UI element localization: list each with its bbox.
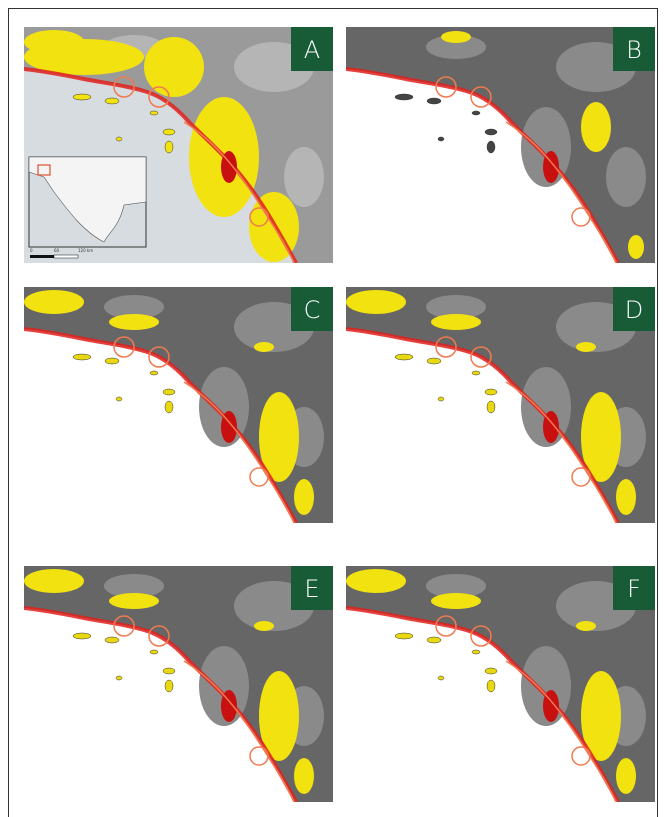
suitable-area	[581, 102, 611, 152]
suitable-area	[254, 621, 274, 631]
panel-label: C	[304, 296, 321, 324]
island	[165, 401, 173, 413]
map-panel: 060120 kmA	[24, 27, 333, 263]
island	[438, 137, 444, 141]
suitable-area	[24, 569, 84, 593]
island	[487, 401, 495, 413]
scale-bar	[30, 255, 54, 258]
suitable-area	[576, 342, 596, 352]
suitable-area	[346, 290, 406, 314]
island	[395, 94, 413, 100]
island	[73, 94, 91, 100]
scale-label: 60	[54, 248, 60, 253]
island	[427, 98, 441, 104]
island	[150, 371, 158, 375]
suitable-area	[294, 479, 314, 515]
suitable-area	[24, 290, 84, 314]
suitable-area	[254, 342, 274, 352]
suitable-area	[294, 758, 314, 794]
island	[165, 141, 173, 153]
island	[438, 397, 444, 401]
panel-label: B	[626, 36, 642, 64]
island	[163, 389, 175, 395]
island	[438, 676, 444, 680]
island	[395, 354, 413, 360]
island	[163, 129, 175, 135]
suitable-area	[616, 758, 636, 794]
island	[165, 680, 173, 692]
island	[487, 141, 495, 153]
suitable-area	[109, 593, 159, 609]
suitable-area	[431, 314, 481, 330]
island	[485, 668, 497, 674]
suitable-area	[441, 31, 471, 43]
island	[395, 633, 413, 639]
terrain-patch	[606, 147, 646, 207]
panel-label: A	[304, 36, 320, 64]
panel-label: F	[627, 575, 641, 603]
suitable-area	[616, 479, 636, 515]
scale-label: 120 km	[78, 248, 93, 253]
panel-label: E	[304, 575, 319, 603]
map-panel: D	[346, 287, 655, 523]
map-panel: C	[24, 287, 333, 523]
island	[485, 389, 497, 395]
island	[73, 633, 91, 639]
panel-label: D	[625, 296, 643, 324]
island	[105, 98, 119, 104]
scale-bar	[54, 255, 78, 258]
island	[472, 111, 480, 115]
suitable-area	[628, 235, 644, 259]
island	[427, 637, 441, 643]
island	[150, 111, 158, 115]
island	[105, 637, 119, 643]
island	[116, 676, 122, 680]
suitable-area	[346, 569, 406, 593]
map-panel: F	[346, 566, 655, 802]
island	[116, 397, 122, 401]
island	[116, 137, 122, 141]
suitable-area	[24, 30, 84, 54]
island	[472, 371, 480, 375]
island	[472, 650, 480, 654]
suitable-area	[431, 593, 481, 609]
island	[163, 668, 175, 674]
island	[485, 129, 497, 135]
island	[73, 354, 91, 360]
island	[150, 650, 158, 654]
figure: 060120 kmABCDEF	[0, 0, 667, 817]
inset-map: 060120 km	[29, 157, 146, 258]
suitable-area	[576, 621, 596, 631]
map-panel: B	[346, 27, 655, 263]
island	[487, 680, 495, 692]
island	[105, 358, 119, 364]
island	[427, 358, 441, 364]
suitable-area	[109, 314, 159, 330]
suitable-area	[144, 37, 204, 97]
terrain-patch	[284, 147, 324, 207]
map-panel: E	[24, 566, 333, 802]
